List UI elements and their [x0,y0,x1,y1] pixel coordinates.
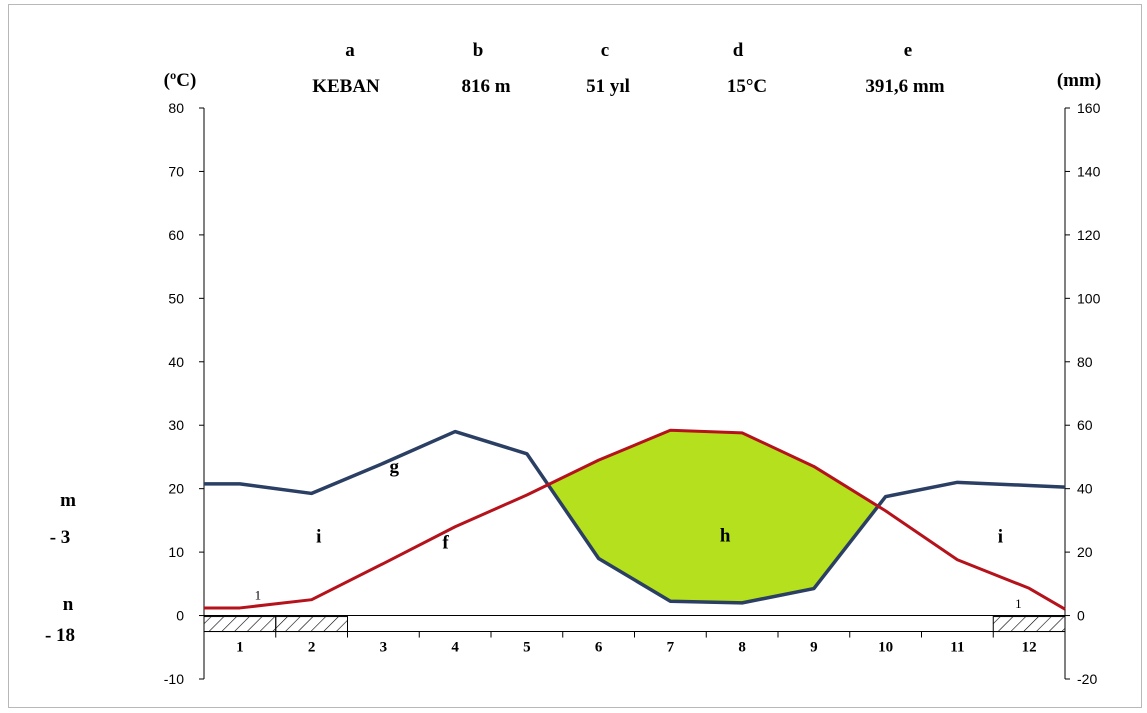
frost-month-bar [203,616,277,633]
temperature-curve-label: f [442,533,449,554]
month-label: 5 [523,640,531,656]
right-axis-tick-label: 100 [1077,290,1101,306]
month-label: 11 [950,640,964,656]
right-axis-tick-label: 40 [1077,481,1093,497]
humid-area-label-left: i [316,526,321,547]
header-letter-a: a [345,40,355,61]
precipitation-line [204,429,1066,605]
left-axis-tick-label: 0 [176,608,184,624]
extreme-values: m - 3 n - 18 [45,490,76,646]
arid-area [548,430,879,603]
temperature-line [204,428,1066,611]
left-axis-tick-label: 30 [168,417,184,433]
right-axis-tick-label: 140 [1077,163,1101,179]
right-axis-unit: (mm) [1057,70,1101,91]
chart-frame [8,4,1142,708]
left-axis-tick-label: 40 [168,354,184,370]
left-axis-tick-label: 10 [168,544,184,560]
left-axis-tick-label: 50 [168,290,184,306]
month-label: 12 [1022,640,1037,656]
right-axis-tick-label: 160 [1077,100,1101,116]
station-name: KEBAN [312,76,380,97]
month-label: 1 [236,640,244,656]
frost-month-bar [275,616,348,633]
extreme-value: - 18 [45,625,75,646]
frost-month-bar [992,616,1066,633]
left-axis-tick-label: 20 [168,481,184,497]
month-label: 10 [878,640,893,656]
extreme-value: - 3 [50,527,71,548]
chart-header: a KEBAN b 816 m c 51 yıl d 15°C e 391,6 … [164,40,1101,97]
month-label: 9 [810,640,818,656]
month-label: 2 [308,640,316,656]
month-label: 3 [380,640,388,656]
right-axis-tick-label: 80 [1077,354,1093,370]
left-axis-tick-label: 70 [168,163,184,179]
frost-count-right: 1 [1015,596,1022,611]
humid-area-label-right: i [998,526,1003,547]
right-axis-tick-label: -20 [1077,671,1097,687]
right-axis-tick-label: 60 [1077,417,1093,433]
header-letter-c: c [601,40,609,61]
frost-count-left: 1 [255,588,262,603]
header-letter-b: b [473,40,484,61]
observation-period: 51 yıl [586,76,630,97]
month-label: 7 [667,640,675,656]
mean-temperature: 15°C [727,76,767,97]
month-label: 8 [738,640,746,656]
month-label: 4 [451,640,459,656]
left-axis-tick-label: -10 [164,671,184,687]
plot-area: -1001020304050607080-2002040608010012014… [164,100,1101,687]
header-letter-e: e [904,40,912,61]
right-axis-tick-label: 20 [1077,544,1093,560]
arid-area-label: h [720,525,731,546]
annual-precipitation: 391,6 mm [865,76,944,97]
extreme-letter: n [63,594,74,615]
right-axis-tick-label: 0 [1077,608,1085,624]
month-label: 6 [595,640,603,656]
left-axis-tick-label: 80 [168,100,184,116]
left-axis-unit: (ºC) [164,70,197,91]
left-axis-tick-label: 60 [168,227,184,243]
extreme-letter: m [60,490,76,511]
station-altitude: 816 m [461,76,510,97]
header-letter-d: d [733,40,744,61]
precipitation-curve-label: g [390,456,400,477]
right-axis-tick-label: 120 [1077,227,1101,243]
